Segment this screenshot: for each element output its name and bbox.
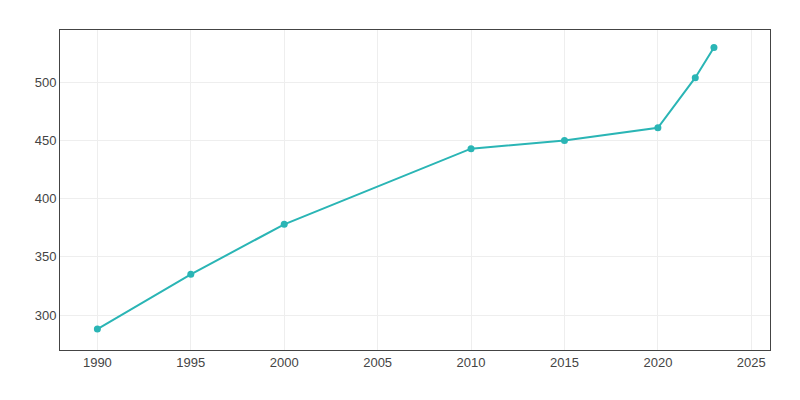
svg-text:500: 500 xyxy=(35,75,57,90)
svg-text:2020: 2020 xyxy=(643,355,672,370)
svg-text:350: 350 xyxy=(35,249,57,264)
svg-text:2010: 2010 xyxy=(457,355,486,370)
svg-text:2015: 2015 xyxy=(550,355,579,370)
svg-text:1995: 1995 xyxy=(176,355,205,370)
svg-text:2025: 2025 xyxy=(737,355,766,370)
svg-text:400: 400 xyxy=(35,191,57,206)
svg-text:2005: 2005 xyxy=(363,355,392,370)
svg-text:450: 450 xyxy=(35,133,57,148)
svg-text:1990: 1990 xyxy=(83,355,112,370)
svg-text:2000: 2000 xyxy=(270,355,299,370)
svg-text:300: 300 xyxy=(35,308,57,323)
